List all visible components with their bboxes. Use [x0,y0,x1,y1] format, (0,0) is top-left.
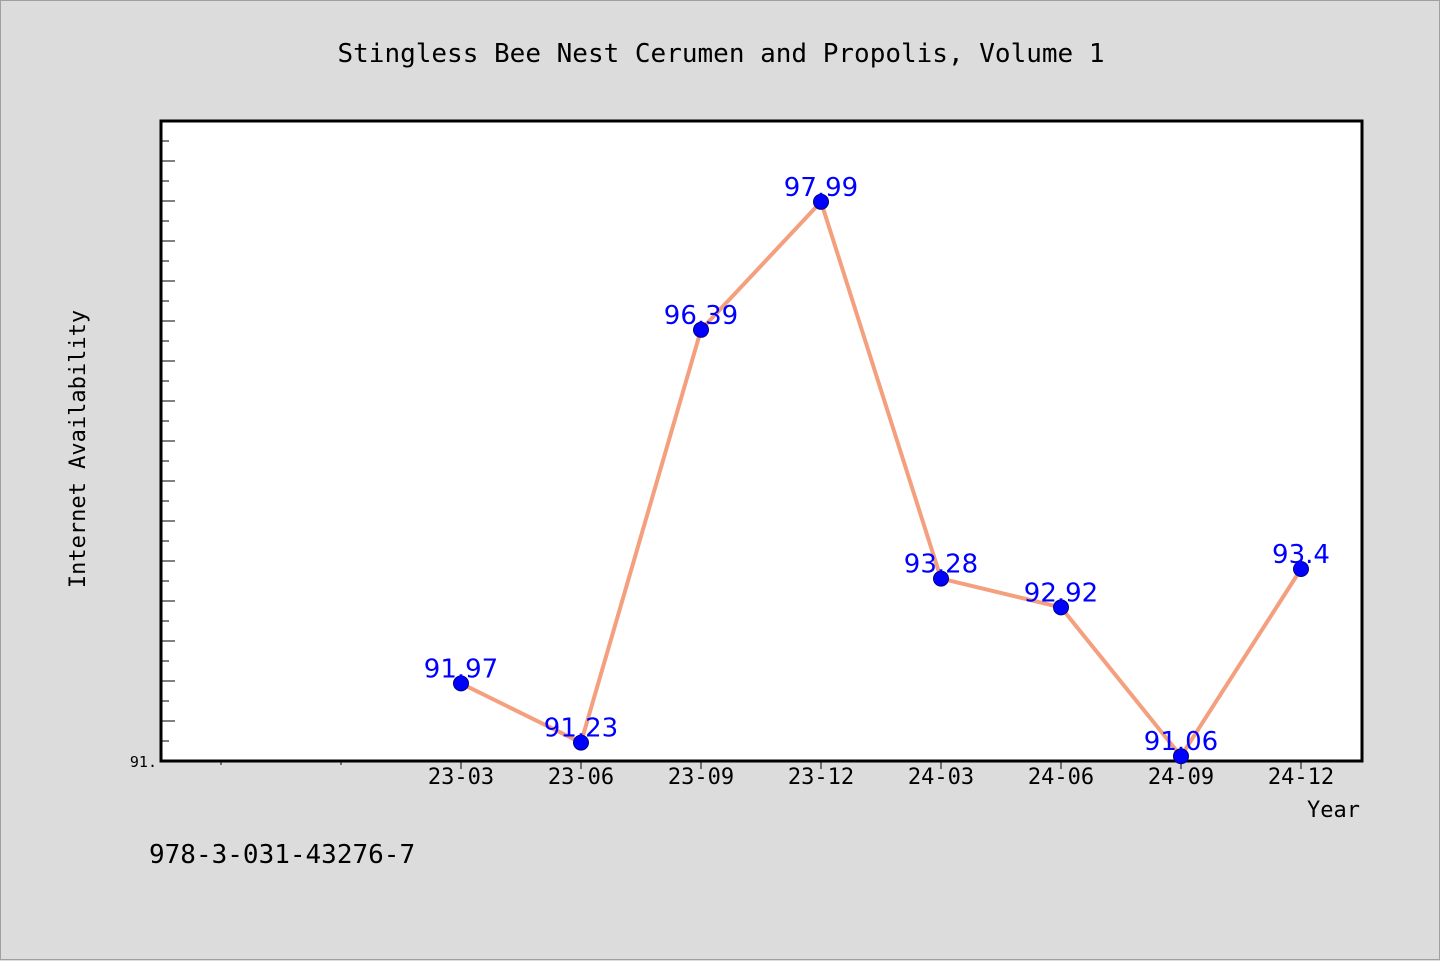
data-label: 92.92 [1024,578,1098,608]
x-tick-label: 24-06 [1028,765,1094,790]
x-tick-label: 23-12 [788,765,854,790]
data-point [573,734,589,751]
y-axis-title: Internet Availability [66,310,91,588]
x-tick-label: 23-09 [668,765,734,790]
data-point [693,321,709,338]
x-tick-label: 24-03 [908,765,974,790]
data-point [1053,599,1069,616]
x-tick-label: 24-12 [1268,765,1334,790]
data-label: 96.39 [664,301,738,331]
x-tick-label: 23-06 [548,765,614,790]
x-axis-title: Year [1307,798,1360,823]
data-point [813,193,829,210]
series-line [460,199,1303,759]
x-axis-ticks [220,762,1302,769]
data-label: 93.28 [904,550,978,580]
series-layer: 91.97 91.23 96.39 97.99 93.28 92.92 91.06 93.4 [424,173,1330,765]
data-point [453,675,469,692]
data-label: 97.99 [784,173,858,203]
x-tick-labels: 23-03 23-06 23-09 23-12 24-03 24-06 24-09 24-12 [428,765,1334,790]
chart-title: Stingless Bee Nest Cerumen and Propolis,… [337,39,1104,69]
data-label: 93.4 [1272,540,1330,570]
data-label: 91.06 [1144,727,1218,757]
data-point [1173,748,1189,765]
data-label: 91.97 [424,654,498,684]
x-tick-label: 24-09 [1148,765,1214,790]
data-label: 91.23 [544,714,618,744]
isbn-text: 978-3-031-43276-7 [149,840,415,870]
plot-area [159,119,1364,763]
x-tick-label: 23-03 [428,765,494,790]
y-axis-ticks [161,140,175,742]
data-point [1293,561,1309,577]
data-point [933,570,949,587]
y-tick-label: 91. [130,753,157,771]
